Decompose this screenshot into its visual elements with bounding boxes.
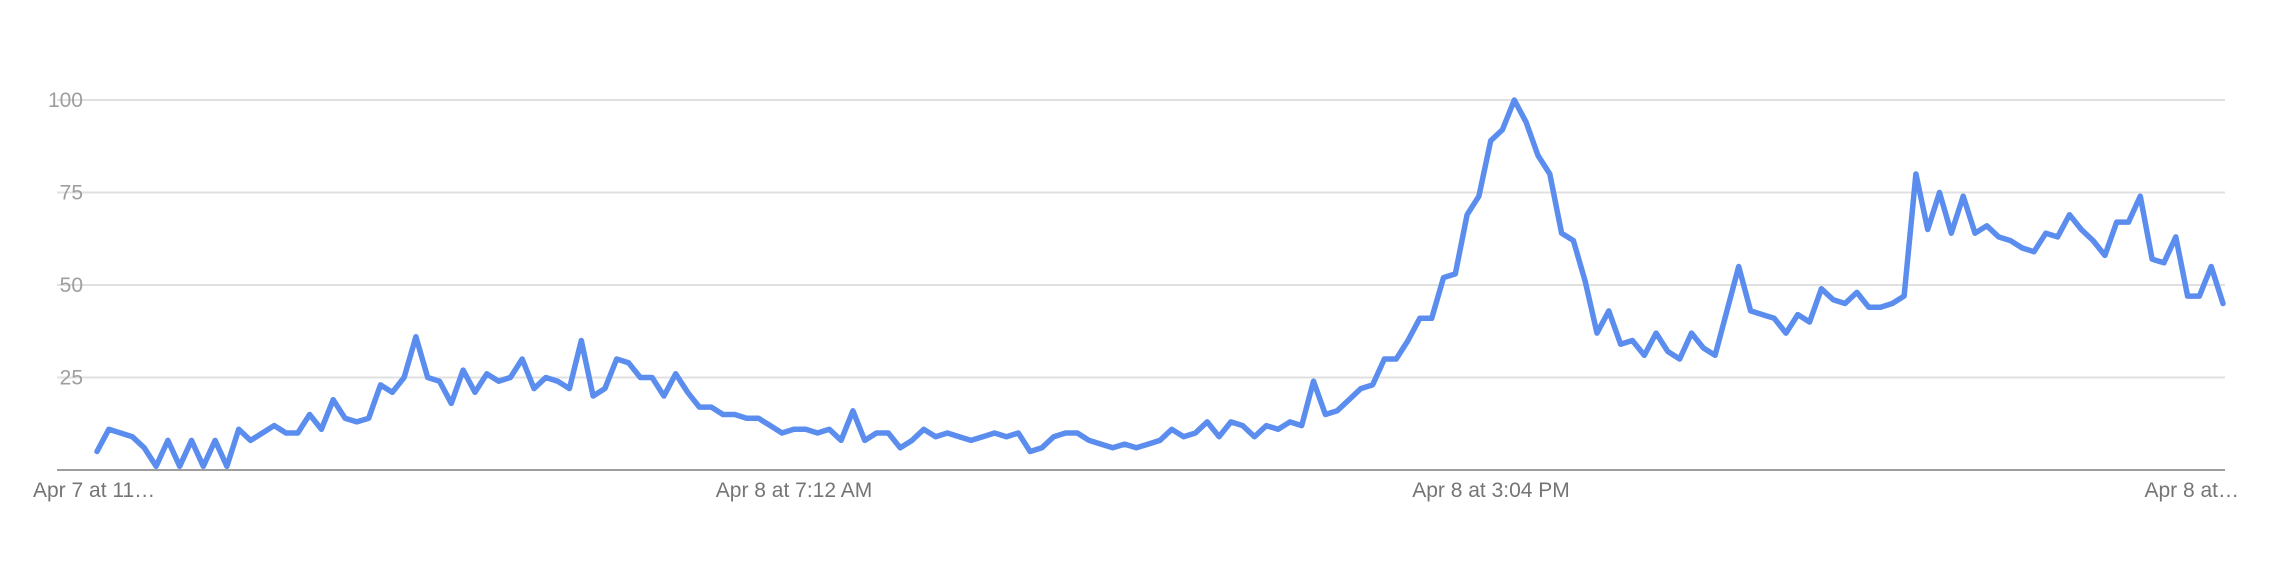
x-tick-label: Apr 8 at 7:12 AM	[716, 479, 872, 502]
y-tick-label: 50	[60, 274, 83, 297]
x-tick-label: Apr 8 at 3:04 PM	[1412, 479, 1570, 502]
y-tick-label: 25	[60, 367, 83, 390]
y-tick-label: 75	[60, 182, 83, 205]
x-tick-label: Apr 8 at…	[2144, 479, 2239, 502]
gridlines	[57, 99, 2225, 379]
x-axis-ticks: Apr 7 at 11… Apr 8 at 7:12 AM Apr 8 at 3:0…	[33, 479, 2239, 502]
y-axis-ticks: 25 50 75 100	[48, 89, 83, 390]
y-tick-label: 100	[48, 89, 83, 112]
x-tick-label: Apr 7 at 11…	[33, 479, 155, 502]
series-group	[94, 97, 2226, 470]
series-line	[94, 97, 2226, 470]
